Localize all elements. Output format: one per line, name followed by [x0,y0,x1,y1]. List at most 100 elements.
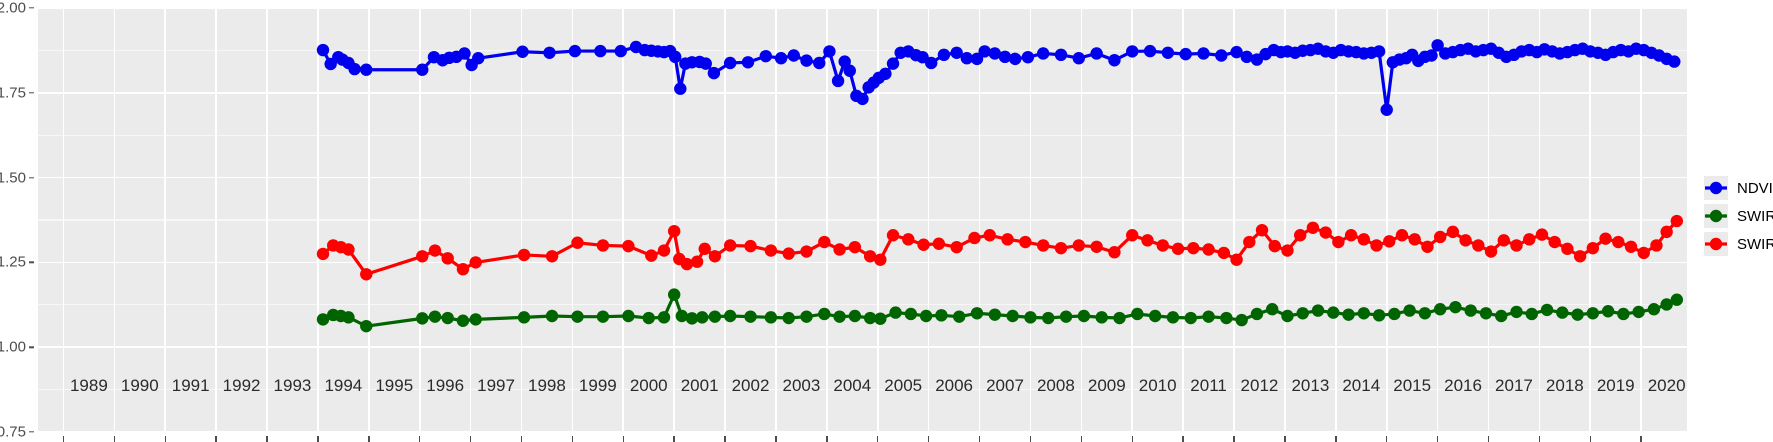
data-point [571,310,584,323]
y-axis-tick-mark [29,431,34,433]
data-point [1113,311,1126,325]
data-point [614,44,627,58]
data-point [1660,298,1673,311]
data-point [1059,310,1073,323]
data-point [1571,308,1584,321]
data-point [960,52,974,65]
data-point [1332,235,1345,249]
x-axis-tick-mark [826,436,828,442]
gridline-major-x [317,8,319,432]
legend-key-swatch [1704,176,1728,200]
data-point [950,240,963,254]
data-point [1660,225,1673,239]
data-point [1383,235,1396,248]
data-point [1380,103,1393,116]
gridline-major-x [1640,8,1642,432]
data-point [441,252,454,265]
gridline-major-x [1385,8,1388,432]
data-point [472,52,485,65]
data-point [1601,305,1615,318]
data-point [1433,303,1447,316]
data-point [428,310,442,323]
series-swir1 [316,214,1684,281]
gridline-major-x [520,8,523,432]
data-point [1431,39,1444,52]
data-point [919,309,933,323]
legend-item-ndvi[interactable]: NDVI [1704,176,1773,200]
legend-key-swatch [1704,204,1728,228]
data-point [843,64,856,77]
x-axis-tick-label: 2012 [1240,376,1279,395]
data-point [1421,240,1434,253]
data-point [1090,240,1103,253]
x-axis-tick-label: 2020 [1647,376,1686,395]
data-point [988,308,1002,321]
y-axis-tick-mark [29,7,34,9]
data-point [1525,307,1538,321]
data-point [516,45,529,58]
data-point [886,57,900,70]
data-point [1586,241,1600,255]
data-point [917,238,930,251]
data-point [1072,52,1086,65]
data-point [983,229,996,242]
data-point [517,248,531,262]
data-point [818,307,831,321]
chart-legend: NDVI SWIR2 SWIR1 [1704,176,1773,260]
gridline-major-x [1335,8,1337,432]
data-point [1395,229,1409,242]
data-point [1497,234,1510,247]
data-point [818,235,831,249]
gridline-major-x [1080,8,1083,432]
data-point [441,311,454,325]
data-point [764,311,778,324]
x-axis-tick-label: 2015 [1393,376,1432,395]
data-point [723,56,737,70]
data-point [695,311,709,324]
x-axis-tick-label: 2003 [782,376,821,395]
x-axis: 1989 1990 1991 1992 1993 1994 1995 1996 1997 1998… [38,0,1687,442]
data-point [707,66,721,80]
data-point [764,244,778,257]
data-point [657,244,671,257]
data-point [1197,47,1210,60]
data-point [988,47,1002,60]
x-axis-tick-label: 2008 [1036,376,1075,395]
data-point [1072,239,1086,252]
legend-item-swir1[interactable]: SWIR1 [1704,232,1773,256]
x-axis-tick-mark [1487,436,1490,442]
x-axis-tick-label: 2013 [1291,376,1330,395]
gridline-major-y [38,176,1687,179]
data-point [428,244,442,257]
gridline-minor-y [38,49,1687,51]
x-axis-tick-mark [571,436,574,442]
data-point [902,233,915,246]
data-point [316,43,330,57]
data-point [1281,244,1294,257]
x-axis-tick-mark [520,436,523,442]
gridline-major-x [418,8,421,432]
data-point [316,313,330,326]
legend-item-swir2[interactable]: SWIR2 [1704,204,1773,228]
y-axis-tick-mark [29,176,34,179]
data-point [642,311,655,325]
data-point [1357,233,1371,246]
y-axis-tick-mark [29,92,34,94]
y-axis-tick-mark [29,261,34,264]
data-point [1202,310,1215,323]
data-point [1184,311,1197,325]
x-axis-tick-label: 1989 [69,376,108,395]
x-axis-tick-mark [1284,436,1286,442]
x-axis-tick-label: 2011 [1190,376,1227,395]
data-point [978,45,991,58]
data-point [800,54,813,67]
data-point [667,288,681,301]
x-axis-tick-mark [927,436,930,442]
data-point [863,311,877,325]
legend-item-label: SWIR1 [1737,235,1773,253]
data-point [1220,311,1233,325]
gridline-major-x [826,8,828,432]
data-point [1019,235,1032,249]
x-axis-tick-mark [1233,436,1235,442]
data-point [1250,307,1264,321]
